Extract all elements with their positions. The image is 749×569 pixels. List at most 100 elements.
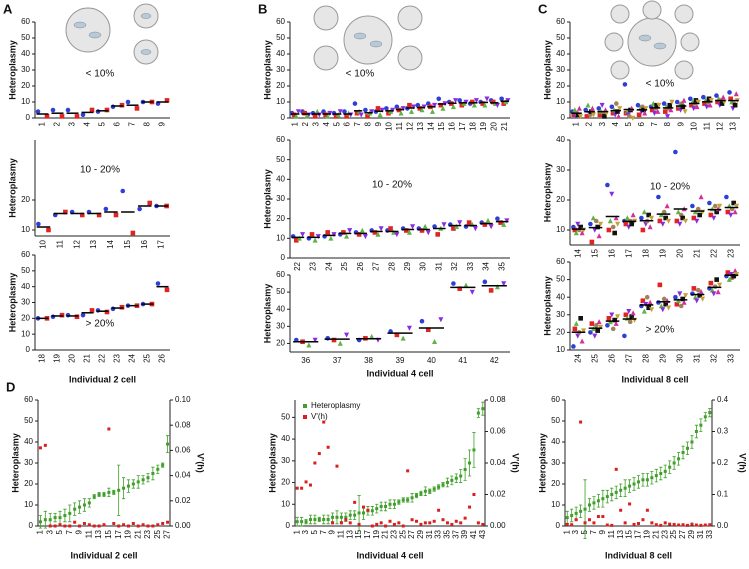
cell-point: [607, 218, 613, 224]
x-tick-label: 3: [68, 121, 77, 126]
heteroplasmy-point: [68, 511, 72, 515]
y-tick-label: 0: [26, 345, 31, 354]
vh-point: [690, 522, 694, 526]
x-tick-label: 17: [625, 248, 634, 257]
cell-point: [501, 221, 507, 227]
cell-point: [457, 98, 463, 103]
cell-point: [717, 203, 723, 209]
vh-point: [73, 520, 77, 524]
cell-point: [451, 226, 456, 231]
cell-point: [576, 105, 582, 111]
cell-point: [331, 337, 337, 343]
schematic-c: [604, 0, 700, 80]
cell-point: [388, 226, 393, 231]
cell-point: [422, 223, 428, 229]
cell-point: [599, 102, 605, 108]
heteroplasmy-point: [694, 430, 698, 433]
vh-point: [370, 524, 374, 528]
x-tick-label: 25: [153, 529, 162, 538]
cell-point: [727, 90, 732, 95]
cell-point: [612, 317, 617, 323]
cell-point: [614, 101, 619, 106]
vh-point: [107, 427, 111, 431]
y-tick-label: 40: [276, 304, 285, 313]
heteroplasmy-point: [156, 467, 160, 471]
x-tick-label: 19: [372, 529, 381, 538]
cell-point: [715, 289, 721, 295]
cell-point: [337, 340, 343, 346]
heteroplasmy-point: [654, 474, 658, 478]
cell-point: [680, 104, 686, 110]
vh-point: [331, 521, 335, 525]
x-tick-label: 19: [659, 248, 668, 257]
x-tick-label: 24: [324, 261, 333, 270]
cell-point: [658, 303, 664, 309]
x-tick-label: 2: [53, 121, 62, 126]
vh-point: [445, 521, 449, 525]
cell-point: [683, 293, 689, 299]
cell-point: [673, 149, 678, 155]
cell-point: [419, 228, 425, 233]
vh-point: [668, 522, 672, 526]
cell-point: [717, 282, 723, 288]
cell-point: [646, 212, 651, 218]
cell-point: [463, 282, 469, 288]
y-tick-label: 50: [21, 266, 30, 275]
cell-point: [690, 203, 695, 209]
vh-point: [156, 523, 160, 527]
cell-point: [697, 293, 702, 298]
cell-point: [372, 230, 378, 235]
y2-tick-label: 0.00: [490, 521, 506, 530]
vh-point: [304, 480, 308, 484]
heteroplasmy-point: [428, 489, 432, 493]
y-tick-label: 40: [21, 49, 30, 58]
cell-point: [341, 230, 346, 235]
cell-point: [606, 316, 612, 321]
x-axis-label: Individual 4 cell: [356, 550, 423, 560]
x-tick-label: 17: [363, 529, 372, 538]
x-tick-label: 16: [447, 121, 456, 130]
vh-point: [366, 508, 370, 512]
heteroplasmy-point: [295, 520, 299, 524]
heteroplasmy-point: [397, 500, 401, 504]
heteroplasmy-point: [570, 514, 574, 517]
vh-point: [699, 523, 703, 527]
cell-point: [120, 188, 126, 194]
cell-point: [451, 281, 456, 286]
y-tick-label: 0: [286, 521, 291, 530]
x-tick-label: 31: [693, 353, 702, 362]
cell-point: [677, 291, 683, 297]
cell-point: [714, 277, 719, 282]
vh-point: [300, 486, 304, 490]
y-tick-label: 30: [281, 456, 290, 465]
cell-point: [575, 221, 581, 227]
heteroplasmy-point: [614, 490, 618, 494]
cell-point: [74, 314, 80, 320]
x-tick-label: 39: [460, 529, 469, 538]
cell-point: [347, 228, 353, 234]
cell-point: [641, 209, 647, 215]
y-tick-label: 20: [21, 81, 30, 90]
cell-point: [667, 102, 673, 108]
cell-point: [113, 212, 119, 218]
cell-point: [309, 232, 315, 237]
x-tick-label: 43: [478, 529, 487, 538]
vh-point: [570, 523, 574, 527]
x-tick-label: 21: [500, 121, 509, 130]
cell-point: [579, 338, 585, 344]
y-tick-label: 10: [551, 500, 560, 509]
x-tick-label: 20: [676, 248, 685, 257]
cell-point: [425, 327, 431, 333]
y-tick-label: 50: [276, 287, 285, 296]
cell-point: [707, 200, 712, 206]
vh-point: [122, 523, 126, 527]
y-tick-label: 40: [551, 437, 560, 446]
cell-point: [36, 221, 41, 227]
x-tick-label: 33: [727, 353, 736, 362]
cell-point: [325, 113, 331, 119]
x-tick-label: 21: [83, 353, 92, 362]
x-tick-label: 29: [403, 261, 412, 270]
x-tick-label: 42: [490, 356, 499, 365]
cell-point: [695, 206, 701, 212]
cell-point: [630, 310, 636, 316]
